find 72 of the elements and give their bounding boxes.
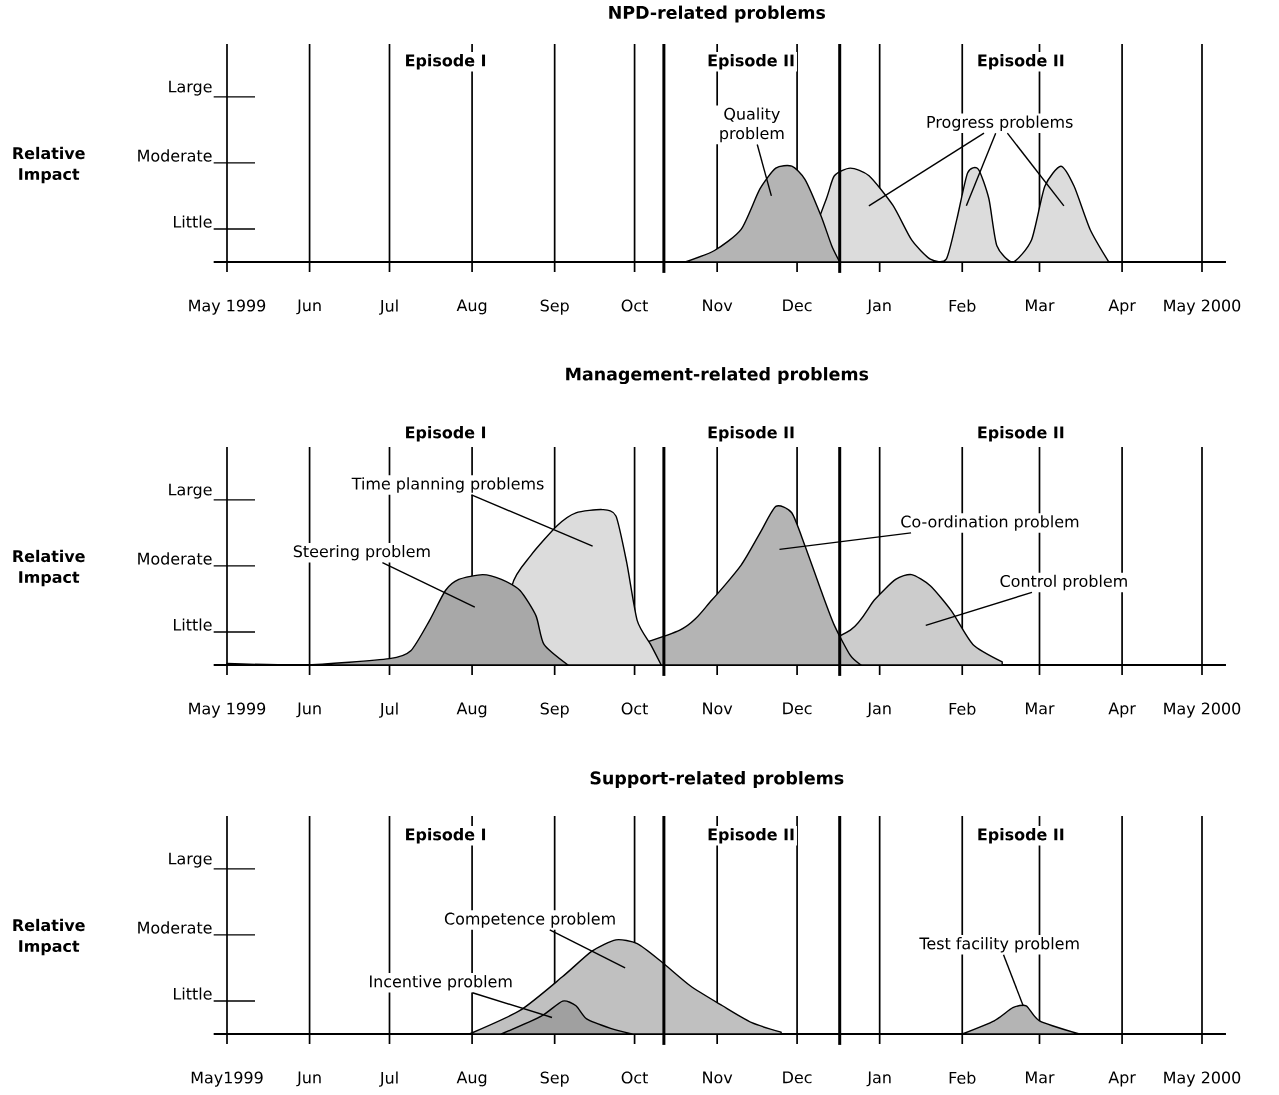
chart-title: NPD-related problems [609, 5, 826, 23]
x-tick-label: Aug [456, 702, 487, 718]
text: Little [174, 987, 212, 1000]
x-tick-label: May1999 [191, 1071, 263, 1087]
y-axis-title: Relative Impact [13, 918, 85, 956]
x-tick-label: Feb [949, 299, 976, 312]
x-tick-label: Jan [866, 1071, 891, 1087]
text: Episode II [978, 426, 1064, 442]
x-tick-label: Mar [1026, 299, 1055, 312]
x-tick-label: Feb [949, 702, 976, 715]
x-tick-label: Feb [949, 1071, 976, 1084]
x-tick-label: May 1999 [189, 299, 266, 315]
text: Little [174, 215, 212, 228]
x-tick-label: Jul [379, 299, 398, 315]
y-axis-title: Relative Impact [13, 146, 85, 184]
text: Time planning problems [351, 477, 544, 493]
x-tick-label: Jul [379, 1071, 398, 1087]
x-tick-label: Oct [621, 702, 648, 715]
x-tick-label: May 2000 [1164, 702, 1241, 718]
x-tick-label: Dec [783, 299, 812, 312]
x-tick-label: Jan [866, 702, 891, 718]
x-tick-label: Nov [703, 702, 733, 715]
x-tick-label: Jul [379, 702, 398, 718]
x-tick-label: Oct [621, 299, 648, 312]
chart-title: Support-related problems [590, 771, 844, 788]
text: Episode II [708, 828, 794, 844]
text: Incentive problem [370, 975, 512, 991]
x-tick-label: May 2000 [1164, 1071, 1241, 1087]
x-tick-label: Jun [296, 299, 321, 315]
series-label: Quality problem [720, 107, 784, 143]
x-tick-label: Aug [456, 299, 487, 315]
x-tick-label: Oct [621, 1071, 648, 1084]
y-axis-title: Relative Impact [13, 549, 85, 587]
x-tick-label: Apr [1108, 1071, 1136, 1087]
text: Episode I [406, 54, 486, 70]
text: Progress problems [927, 115, 1073, 131]
x-tick-label: Sep [540, 702, 569, 718]
text: Moderate [138, 921, 212, 934]
x-tick-label: Apr [1108, 299, 1136, 315]
x-tick-label: Jun [296, 1071, 321, 1087]
x-tick-label: Dec [783, 702, 812, 715]
text: Co-ordination problem [901, 515, 1079, 531]
text: Episode II [978, 828, 1064, 844]
text: Large [169, 80, 212, 96]
x-tick-label: Nov [703, 1071, 733, 1084]
text: Episode I [406, 426, 486, 442]
x-tick-label: Aug [456, 1071, 487, 1087]
text: Test facility problem [919, 937, 1079, 953]
text: Episode II [708, 426, 794, 442]
text: Moderate [138, 552, 212, 565]
x-tick-label: May 2000 [1164, 299, 1241, 315]
text: Large [169, 483, 212, 499]
text: Control problem [1000, 574, 1127, 591]
text: Episode I [406, 828, 486, 844]
x-tick-label: Sep [540, 1071, 569, 1087]
x-tick-label: Mar [1026, 1071, 1055, 1084]
x-tick-label: Dec [783, 1071, 812, 1084]
text: Moderate [138, 149, 212, 162]
text: Large [169, 852, 212, 868]
text: Episode II [708, 54, 794, 70]
x-tick-label: Jan [866, 299, 891, 315]
chart-title: Management-related problems [566, 367, 869, 385]
text: Steering problem [293, 544, 430, 561]
x-tick-label: Jun [296, 702, 321, 718]
series-label: Competence problem [444, 912, 615, 928]
x-tick-label: Mar [1026, 702, 1055, 715]
text: Little [174, 618, 212, 631]
x-tick-label: Sep [540, 299, 569, 315]
text: Episode II [978, 54, 1064, 70]
x-tick-label: Nov [703, 299, 733, 312]
x-tick-label: May 1999 [189, 702, 266, 718]
x-tick-label: Apr [1108, 702, 1136, 718]
